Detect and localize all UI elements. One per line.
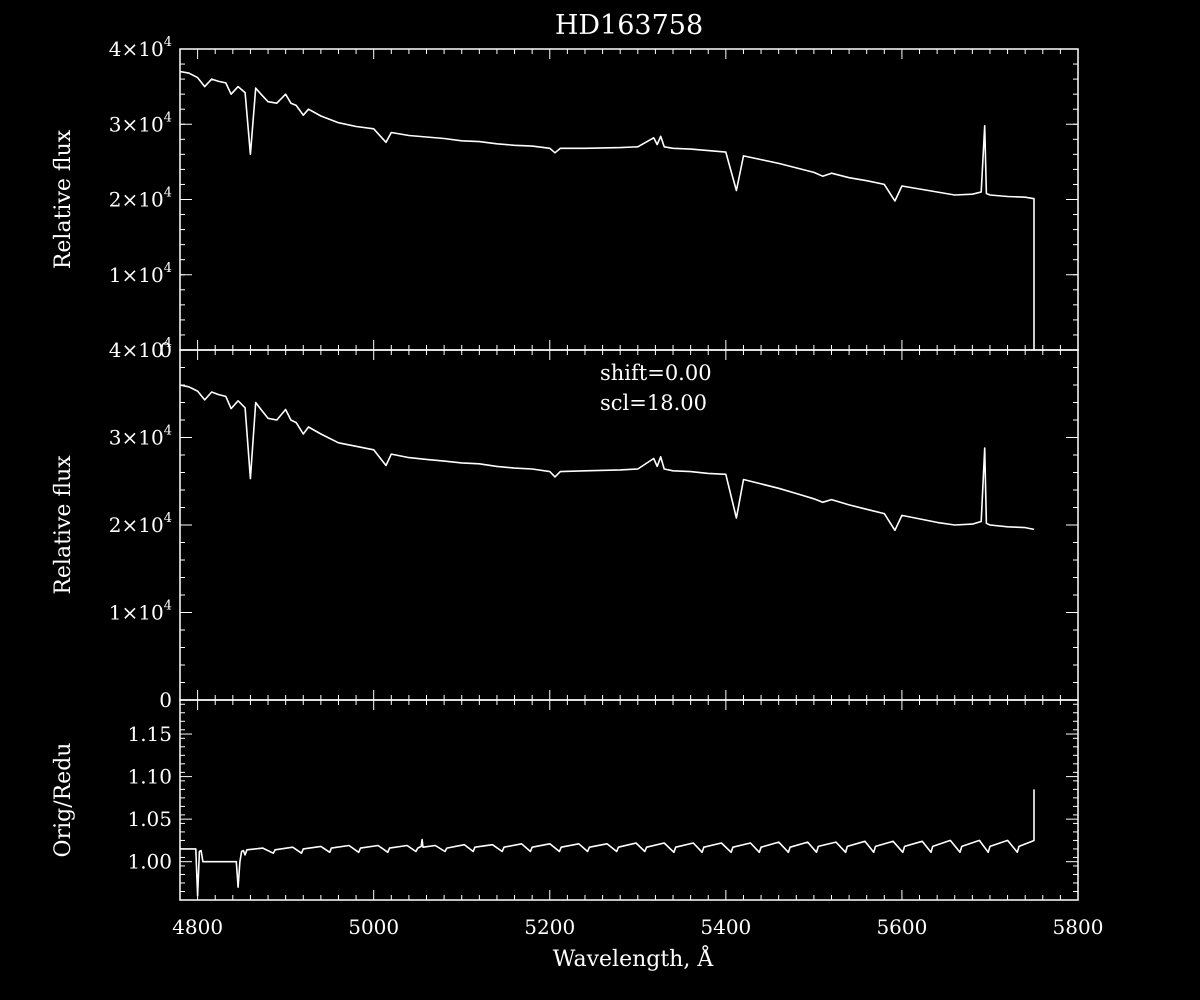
xtick-label: 5400 <box>700 915 751 939</box>
panel-2-ytick-label: 1×104 <box>109 599 172 625</box>
panel-2: 0 1×104 2×104 3×104 4×104 Relative flux shift=… <box>51 336 1079 712</box>
panel-3-frame <box>179 699 1079 901</box>
xtick-label: 5000 <box>348 915 399 939</box>
panel-2-series-line <box>180 384 1035 532</box>
panel-3-ylabel: Orig/Redu <box>51 743 76 858</box>
panel-1-ytick-label: 3×104 <box>109 110 172 136</box>
panel-1-series-line <box>180 70 1035 350</box>
panel-1-frame <box>179 48 1079 351</box>
panel-3-ytick-label: 1.00 <box>127 850 172 874</box>
panel-1-ytick-label: 2×104 <box>109 186 172 212</box>
panel-3-ytick-label: 1.10 <box>127 765 172 789</box>
panel-2-ytick-label: 0 <box>159 688 172 712</box>
panel-1-ytick-label: 1×104 <box>109 261 172 287</box>
xtick-label: 5800 <box>1053 915 1104 939</box>
panel-1-ytick-label: 0 <box>159 338 172 362</box>
panel-1: 0 1×104 2×104 3×104 4×104 Relative flux <box>51 35 1079 362</box>
panel-2-annotation: scl=18.00 <box>600 391 707 415</box>
panel-2-ylabel: Relative flux <box>51 455 76 595</box>
panel-1-ytick-label: 4×104 <box>109 35 172 61</box>
panels: 0 1×104 2×104 3×104 4×104 Relative flux 0 1×104… <box>51 35 1103 939</box>
chart-title: HD163758 <box>555 10 703 41</box>
panel-1-ylabel: Relative flux <box>51 129 76 269</box>
panel-2-annotation: shift=0.00 <box>600 361 712 385</box>
xtick-label: 5600 <box>876 915 927 939</box>
panel-3: 1.00 1.05 1.10 1.15 Orig/Redu <box>51 699 1079 901</box>
x-axis-label: Wavelength, Å <box>553 944 715 972</box>
panel-2-ytick-label: 4×104 <box>109 336 172 362</box>
panel-3-ytick-label: 1.15 <box>127 722 172 746</box>
xtick-label: 4800 <box>172 915 223 939</box>
panel-2-ytick-label: 3×104 <box>109 424 172 450</box>
xtick-label: 5200 <box>524 915 575 939</box>
panel-3-series-line <box>180 789 1035 897</box>
panel-3-ytick-label: 1.05 <box>127 807 172 831</box>
panel-2-ytick-label: 2×104 <box>109 511 172 537</box>
